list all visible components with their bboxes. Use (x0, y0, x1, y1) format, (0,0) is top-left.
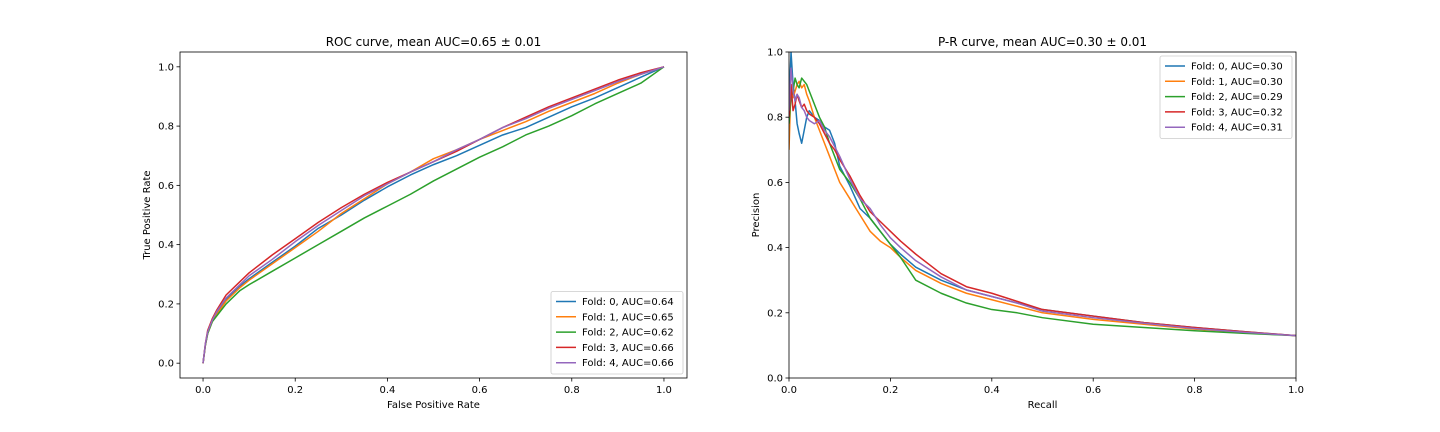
roc-title: ROC curve, mean AUC=0.65 ± 0.01 (326, 35, 542, 49)
roc-xtick-label: 0.6 (472, 385, 488, 396)
pr-ytick-label: 0.4 (767, 243, 783, 254)
roc-ytick-label: 0.2 (158, 299, 174, 310)
roc-xtick-label: 0.2 (287, 385, 303, 396)
roc-series-line-4 (202, 66, 665, 364)
pr-xtick-label: 0.8 (1187, 385, 1203, 396)
pr-legend-entry-2: Fold: 2, AUC=0.29 (1191, 92, 1283, 103)
roc-xtick-label: 1.0 (656, 385, 672, 396)
pr-y-axis-label: Precision (751, 193, 762, 238)
pr-xtick-label: 0.2 (882, 385, 898, 396)
roc-series-line-3 (202, 66, 665, 364)
roc-legend-entry-1: Fold: 1, AUC=0.65 (582, 312, 674, 323)
pr-xtick-label: 0.4 (984, 385, 1000, 396)
roc-xtick-label: 0.4 (379, 385, 395, 396)
pr-xtick-label: 0.6 (1085, 385, 1101, 396)
roc-xtick-label: 0.0 (195, 385, 211, 396)
roc-x-axis-label: False Positive Rate (387, 400, 480, 411)
pr-ytick-label: 0.8 (767, 113, 783, 124)
roc-legend-entry-3: Fold: 3, AUC=0.66 (582, 343, 674, 354)
pr-ytick-label: 0.0 (767, 374, 783, 385)
roc-axes-frame (179, 51, 688, 379)
pr-legend-entry-4: Fold: 4, AUC=0.31 (1191, 123, 1283, 134)
pr-legend-entry-1: Fold: 1, AUC=0.30 (1191, 77, 1283, 88)
roc-chart: 0.0 0.2 0.4 0.6 0.8 1.0 0.0 0.2 0.4 0.6 0.8 1.0 ROC … (142, 35, 688, 411)
roc-ytick-label: 0.0 (158, 359, 174, 370)
roc-ytick-label: 0.6 (158, 181, 174, 192)
roc-legend: Fold: 0, AUC=0.64 Fold: 1, AUC=0.65 Fold: … (550, 291, 684, 375)
pr-legend-entry-3: Fold: 3, AUC=0.32 (1191, 107, 1283, 118)
pr-axes-frame (788, 51, 1297, 379)
roc-legend-box (550, 291, 684, 375)
roc-xtick-label: 0.8 (564, 385, 580, 396)
roc-series-line-2 (202, 66, 665, 364)
pr-chart: 0.0 0.2 0.4 0.6 0.8 1.0 0.0 0.2 0.4 0.6 0.8 1.0 P-R … (751, 35, 1304, 411)
pr-series-line-4 (789, 67, 1296, 337)
roc-series-line-1 (202, 66, 665, 364)
pr-ytick-label: 0.2 (767, 308, 783, 319)
pr-xtick-label: 1.0 (1288, 385, 1304, 396)
roc-ytick-label: 0.8 (158, 122, 174, 133)
roc-legend-entry-4: Fold: 4, AUC=0.66 (582, 358, 674, 369)
pr-ytick-label: 1.0 (767, 48, 783, 59)
roc-y-axis-label: True Positive Rate (142, 170, 153, 260)
roc-legend-entry-0: Fold: 0, AUC=0.64 (582, 297, 674, 308)
roc-ytick-label: 0.4 (158, 240, 174, 251)
pr-x-axis-label: Recall (1028, 400, 1058, 411)
roc-ytick-label: 1.0 (158, 62, 174, 73)
pr-legend: Fold: 0, AUC=0.30 Fold: 1, AUC=0.30 Fold: … (1159, 55, 1293, 139)
pr-series-line-2 (789, 77, 1296, 337)
pr-xtick-label: 0.0 (781, 385, 797, 396)
pr-legend-box (1159, 55, 1293, 139)
pr-title: P-R curve, mean AUC=0.30 ± 0.01 (938, 35, 1147, 49)
pr-ytick-label: 0.6 (767, 178, 783, 189)
pr-legend-entry-0: Fold: 0, AUC=0.30 (1191, 62, 1283, 73)
roc-series-line-0 (202, 66, 665, 364)
roc-legend-entry-2: Fold: 2, AUC=0.62 (582, 328, 674, 339)
